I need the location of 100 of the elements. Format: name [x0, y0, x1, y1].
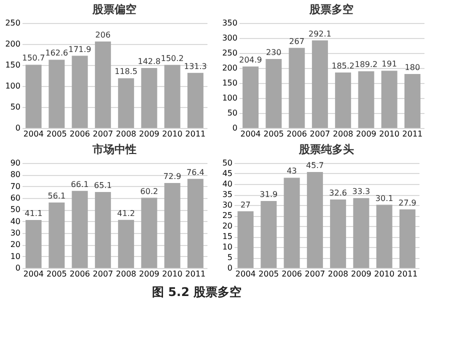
- x-tick-label: 2005: [258, 270, 279, 278]
- data-label: 41.2: [117, 208, 135, 218]
- x-tick-label: 2010: [162, 130, 182, 138]
- bar: [335, 72, 352, 128]
- y-tick-label: 0: [15, 124, 20, 132]
- x-tick-label: 2011: [185, 270, 206, 278]
- bar: [242, 66, 259, 128]
- bar: [94, 41, 111, 128]
- bar: [376, 204, 392, 268]
- bar: [399, 209, 416, 268]
- data-label: 31.9: [260, 190, 278, 200]
- y-tick-label: 250: [5, 18, 20, 28]
- chart-title: 市场中性: [92, 143, 136, 156]
- bar: [48, 202, 65, 268]
- data-label: 131.3: [184, 62, 207, 71]
- data-label: 206: [95, 30, 111, 40]
- data-label: 267: [289, 36, 304, 46]
- y-tick-label: 0: [232, 124, 238, 132]
- data-label: 292.1: [308, 29, 332, 38]
- data-label: 230: [266, 48, 282, 57]
- bar: [358, 71, 374, 128]
- data-label: 32.6: [329, 188, 347, 198]
- bar: [260, 201, 277, 268]
- x-tick-label: 2006: [70, 270, 90, 278]
- y-tick-label: 90: [10, 158, 20, 168]
- data-label: 33.3: [352, 187, 370, 196]
- x-tick-label: 2009: [351, 270, 372, 278]
- chart-title: 股票纯多头: [298, 143, 354, 156]
- y-tick-label: 50: [227, 108, 238, 118]
- bar: [312, 40, 328, 128]
- y-tick-label: 10: [222, 242, 232, 252]
- data-label: 45.7: [306, 161, 324, 170]
- y-tick-label: 70: [10, 182, 20, 191]
- y-tick-label: 35: [222, 190, 232, 199]
- x-tick-label: 2009: [139, 270, 160, 278]
- data-label: 30.1: [375, 194, 394, 203]
- data-label: 41.1: [24, 209, 42, 218]
- data-label: 43: [286, 166, 297, 176]
- data-label: 56.1: [48, 192, 66, 201]
- x-tick-label: 2007: [310, 130, 330, 138]
- y-tick-label: 150: [222, 78, 238, 88]
- bar: [238, 211, 254, 268]
- y-tick-label: 150: [5, 60, 20, 70]
- data-label: 185.2: [332, 61, 355, 70]
- y-tick-label: 10: [10, 252, 20, 261]
- data-label: 118.5: [114, 67, 138, 76]
- x-tick-label: 2008: [116, 270, 136, 278]
- bar: [288, 48, 305, 128]
- data-label: 191: [382, 60, 397, 69]
- data-label: 180: [404, 63, 420, 72]
- data-label: 142.8: [138, 57, 161, 66]
- y-tick-label: 200: [5, 40, 20, 48]
- bar: [164, 182, 180, 268]
- bar: [164, 64, 180, 128]
- y-tick-label: 15: [222, 232, 232, 241]
- x-tick-label: 2006: [286, 130, 307, 138]
- y-tick-label: 200: [222, 64, 238, 72]
- data-label: 150.7: [22, 54, 46, 63]
- y-tick-label: 30: [10, 228, 20, 238]
- data-label: 72.9: [163, 172, 182, 181]
- y-tick-label: 25: [222, 211, 232, 220]
- y-tick-label: 20: [222, 222, 232, 230]
- bar: [284, 178, 300, 268]
- x-tick-label: 2005: [264, 130, 284, 138]
- bar: [26, 64, 42, 128]
- y-tick-label: 0: [227, 264, 232, 272]
- data-label: 189.2: [354, 60, 378, 70]
- y-tick-label: 0: [15, 264, 20, 272]
- x-tick-label: 2007: [304, 270, 326, 278]
- x-tick-label: 2011: [402, 130, 423, 138]
- x-tick-label: 2008: [332, 130, 354, 138]
- x-tick-label: 2005: [46, 130, 67, 138]
- x-tick-label: 2009: [139, 130, 160, 138]
- bar: [48, 60, 65, 128]
- x-tick-label: 2010: [162, 270, 182, 278]
- data-label: 76.4: [186, 168, 204, 177]
- y-tick-label: 20: [10, 240, 20, 250]
- data-label: 65.1: [94, 181, 112, 190]
- bar: [118, 78, 134, 128]
- y-tick-label: 100: [5, 82, 20, 90]
- y-tick-label: 30: [222, 200, 232, 210]
- bar: [353, 198, 370, 268]
- x-tick-label: 2004: [235, 270, 256, 278]
- y-tick-label: 50: [10, 102, 20, 112]
- x-tick-label: 2010: [379, 130, 400, 138]
- bar: [141, 198, 158, 268]
- data-label: 66.1: [70, 180, 89, 189]
- x-tick-label: 2004: [23, 270, 44, 278]
- y-tick-label: 60: [10, 194, 20, 202]
- bar: [404, 74, 420, 128]
- x-tick-label: 2011: [185, 130, 206, 138]
- y-tick-label: 50: [10, 205, 20, 214]
- x-tick-label: 2007: [92, 270, 114, 278]
- x-tick-label: 2008: [116, 130, 136, 138]
- x-tick-label: 2009: [356, 130, 376, 138]
- x-tick-label: 2004: [240, 130, 261, 138]
- caption: 图 5.2 股票多空: [152, 285, 242, 299]
- y-tick-label: 5: [227, 253, 232, 262]
- bar: [306, 172, 323, 268]
- data-label: 162.6: [45, 48, 68, 58]
